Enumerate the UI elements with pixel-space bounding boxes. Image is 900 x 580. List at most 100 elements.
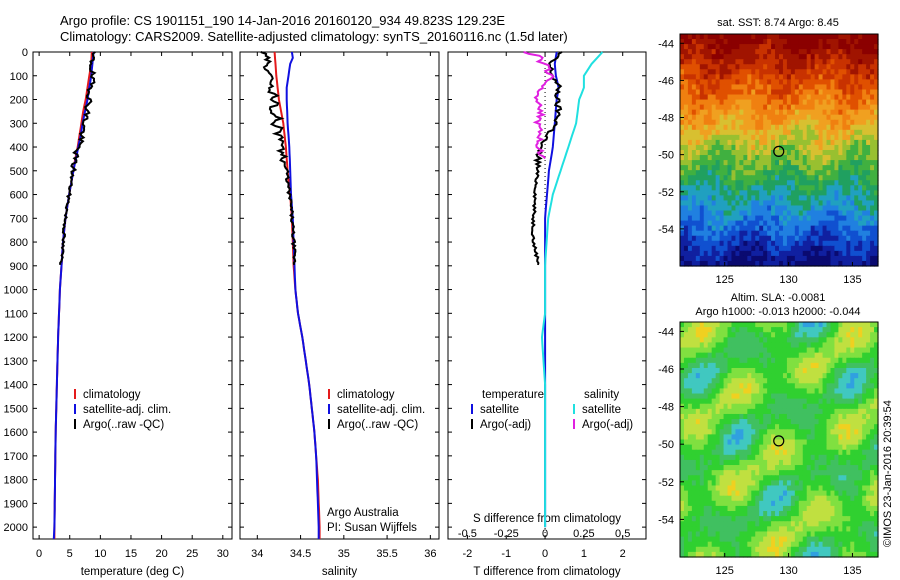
heatmap-cell: [743, 160, 748, 166]
heatmap-cell: [854, 546, 859, 553]
heatmap-cell: [771, 175, 776, 181]
heatmap-cell: [747, 332, 752, 338]
heatmap-cell: [858, 352, 863, 359]
heatmap-cell: [707, 378, 713, 384]
heatmap-cell: [782, 373, 788, 379]
heatmap-cell: [691, 434, 697, 441]
x-tick-label: 135: [843, 274, 861, 286]
heatmap-cell: [687, 511, 693, 517]
heatmap-cell: [711, 44, 717, 50]
heatmap-cell: [874, 500, 879, 507]
heatmap-cell: [707, 215, 713, 222]
heatmap-cell: [739, 541, 744, 548]
heatmap-cell: [759, 215, 764, 222]
heatmap-cell: [850, 250, 855, 257]
heatmap-cell: [846, 175, 851, 181]
heatmap-cell: [731, 434, 737, 441]
heatmap-cell: [739, 225, 744, 232]
heatmap-cell: [786, 89, 792, 96]
heatmap-cell: [687, 139, 693, 146]
heatmap-cell: [802, 235, 808, 242]
heatmap-cell: [691, 495, 697, 502]
heatmap-cell: [683, 155, 689, 161]
heatmap-cell: [850, 235, 855, 242]
heatmap-cell: [759, 424, 764, 430]
heatmap-cell: [814, 165, 820, 171]
heatmap-cell: [779, 94, 784, 101]
heatmap-cell: [755, 485, 760, 492]
heatmap-cell: [711, 475, 717, 481]
heatmap-cell: [814, 210, 820, 217]
heatmap-cell: [711, 74, 717, 80]
heatmap-cell: [715, 114, 721, 121]
heatmap-cell: [723, 144, 729, 151]
heatmap-cell: [838, 413, 843, 420]
heatmap-cell: [703, 215, 709, 222]
heatmap-cell: [703, 165, 709, 171]
heatmap-cell: [862, 546, 867, 553]
heatmap-cell: [743, 362, 748, 369]
heatmap-cell: [826, 546, 832, 553]
heatmap-cell: [846, 190, 851, 196]
heatmap-cell: [806, 215, 812, 222]
heatmap-cell: [763, 155, 768, 161]
heatmap-cell: [846, 342, 851, 349]
heatmap-cell: [866, 84, 871, 91]
heatmap-cell: [771, 240, 776, 247]
heatmap-cell: [830, 255, 836, 262]
heatmap-cell: [683, 144, 689, 151]
x-tick-label: 0: [36, 548, 42, 560]
heatmap-cell: [826, 94, 832, 101]
y-tick-label: 1400: [4, 380, 28, 392]
heatmap-cell: [731, 516, 737, 522]
heatmap-cell: [822, 373, 828, 379]
heatmap-cell: [782, 210, 788, 217]
heatmap-cell: [715, 34, 721, 40]
heatmap-cell: [798, 551, 804, 558]
heatmap-cell: [763, 383, 768, 390]
heatmap-cell: [854, 89, 859, 96]
heatmap-cell: [755, 165, 760, 171]
heatmap-cell: [771, 34, 776, 40]
heatmap-cell: [854, 352, 859, 359]
heatmap-cell: [767, 235, 772, 242]
heatmap-cell: [747, 74, 752, 80]
heatmap-cell: [822, 449, 828, 456]
heatmap-cell: [727, 485, 733, 492]
heatmap-cell: [703, 124, 709, 131]
heatmap-cell: [743, 205, 748, 212]
x-tick-label: 125: [716, 274, 734, 286]
heatmap-cell: [798, 160, 804, 166]
heatmap-cell: [826, 465, 832, 471]
heatmap-cell: [782, 84, 788, 91]
heatmap-cell: [874, 429, 879, 435]
heatmap-cell: [846, 531, 851, 538]
heatmap-cell: [751, 541, 756, 548]
heatmap-cell: [790, 449, 796, 456]
heatmap-cell: [798, 69, 804, 75]
heatmap-cell: [751, 129, 756, 136]
heatmap-cell: [826, 54, 832, 60]
heatmap-cell: [687, 485, 693, 492]
heatmap-cell: [767, 200, 772, 207]
heatmap-cell: [870, 352, 875, 359]
heatmap-cell: [874, 54, 879, 60]
heatmap-cell: [680, 521, 685, 527]
heatmap-cell: [755, 454, 760, 461]
heatmap-cell: [782, 378, 788, 384]
heatmap-cell: [767, 444, 772, 451]
heatmap-cell: [751, 388, 756, 395]
heatmap-cell: [822, 200, 828, 207]
heatmap-cell: [790, 134, 796, 141]
heatmap-cell: [711, 99, 717, 106]
heatmap-cell: [707, 495, 713, 502]
heatmap-cell: [794, 235, 800, 242]
heatmap-cell: [782, 322, 788, 328]
heatmap-cell: [814, 500, 820, 507]
heatmap-cell: [735, 185, 740, 191]
heatmap-cell: [715, 165, 721, 171]
heatmap-cell: [862, 190, 867, 196]
heatmap-cell: [790, 155, 796, 161]
heatmap-cell: [691, 160, 697, 166]
heatmap-cell: [763, 134, 768, 141]
